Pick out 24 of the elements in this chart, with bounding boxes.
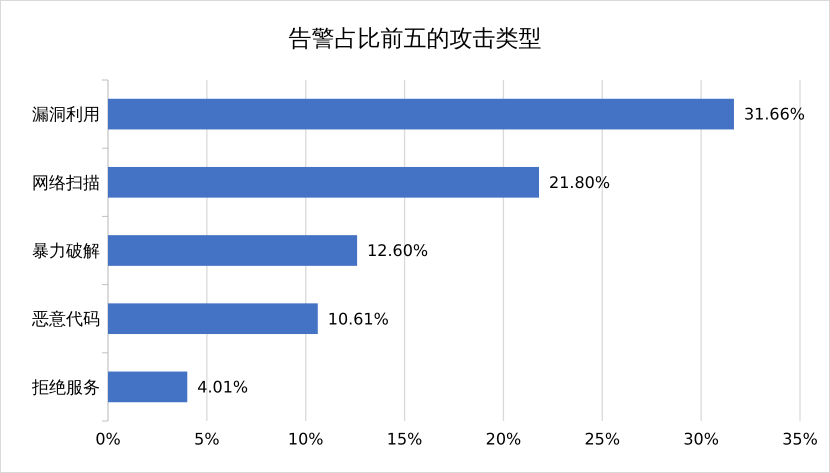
y-tick-label: 漏洞利用 (32, 105, 100, 126)
x-tick-label: 10% (288, 429, 324, 448)
x-tick-label: 0% (95, 429, 121, 448)
bar (108, 372, 188, 402)
x-tick-label: 20% (486, 429, 522, 448)
x-tick-label: 30% (683, 429, 719, 448)
y-tick-label: 拒绝服务 (31, 378, 100, 398)
y-tick-label: 暴力破解 (32, 241, 100, 262)
data-label: 12.60% (367, 241, 428, 260)
y-tick-label: 网络扫描 (32, 173, 100, 194)
bar (108, 303, 318, 334)
bar (108, 166, 540, 198)
data-label: 31.66% (744, 104, 805, 124)
x-tick-label: 5% (194, 429, 220, 448)
chart-title: 告警占比前五的攻击类型 (288, 26, 542, 52)
bar (108, 235, 358, 266)
data-label: 4.01% (197, 378, 248, 396)
x-tick-label: 35% (782, 429, 818, 448)
x-tick-label: 25% (584, 429, 620, 448)
data-label: 21.80% (549, 172, 610, 192)
y-tick-label: 恶意代码 (31, 310, 100, 330)
bar (108, 98, 734, 130)
data-label: 10.61% (328, 309, 389, 328)
x-tick-label: 15% (386, 429, 422, 448)
